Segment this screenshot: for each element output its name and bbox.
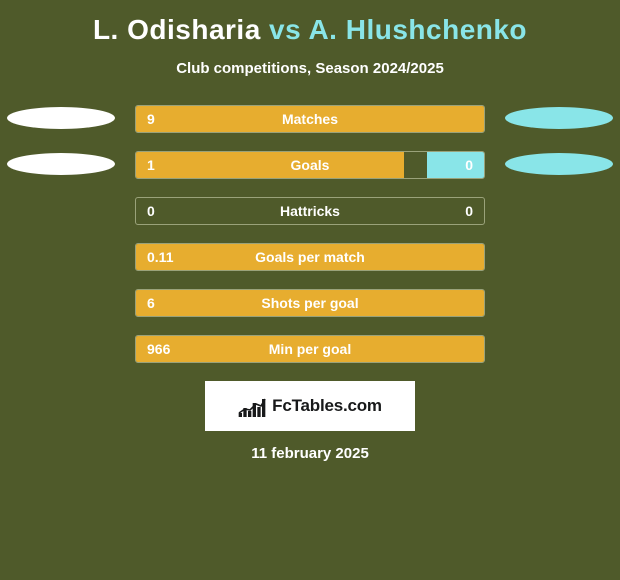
branding-badge: FcTables.com [205,381,415,431]
metric-label: Hattricks [135,197,485,225]
title-left-player: L. Odisharia [93,14,261,45]
metric-label: Min per goal [135,335,485,363]
metric-label: Goals [135,151,485,179]
player-right-ellipse [505,153,613,175]
player-left-ellipse [7,153,115,175]
stat-row: 6Shots per goal [0,289,620,317]
title-right-player: A. Hlushchenko [308,14,527,45]
stat-row: 10Goals [0,151,620,179]
infographic-date: 11 february 2025 [0,445,620,462]
subtitle: Club competitions, Season 2024/2025 [0,60,620,77]
metric-label: Goals per match [135,243,485,271]
stat-row: 00Hattricks [0,197,620,225]
stat-row: 9Matches [0,105,620,133]
fctables-logo-icon [238,395,266,417]
branding-text: FcTables.com [272,396,382,416]
metric-label: Shots per goal [135,289,485,317]
stat-row: 966Min per goal [0,335,620,363]
player-left-ellipse [7,107,115,129]
title-connector: vs [261,14,309,45]
metric-label: Matches [135,105,485,133]
stats-rows: 9Matches 10Goals 00Hattricks 0.11Goals per … [0,105,620,363]
comparison-title: L. Odisharia vs A. Hlushchenko [0,0,620,46]
player-right-ellipse [505,107,613,129]
stat-row: 0.11Goals per match [0,243,620,271]
